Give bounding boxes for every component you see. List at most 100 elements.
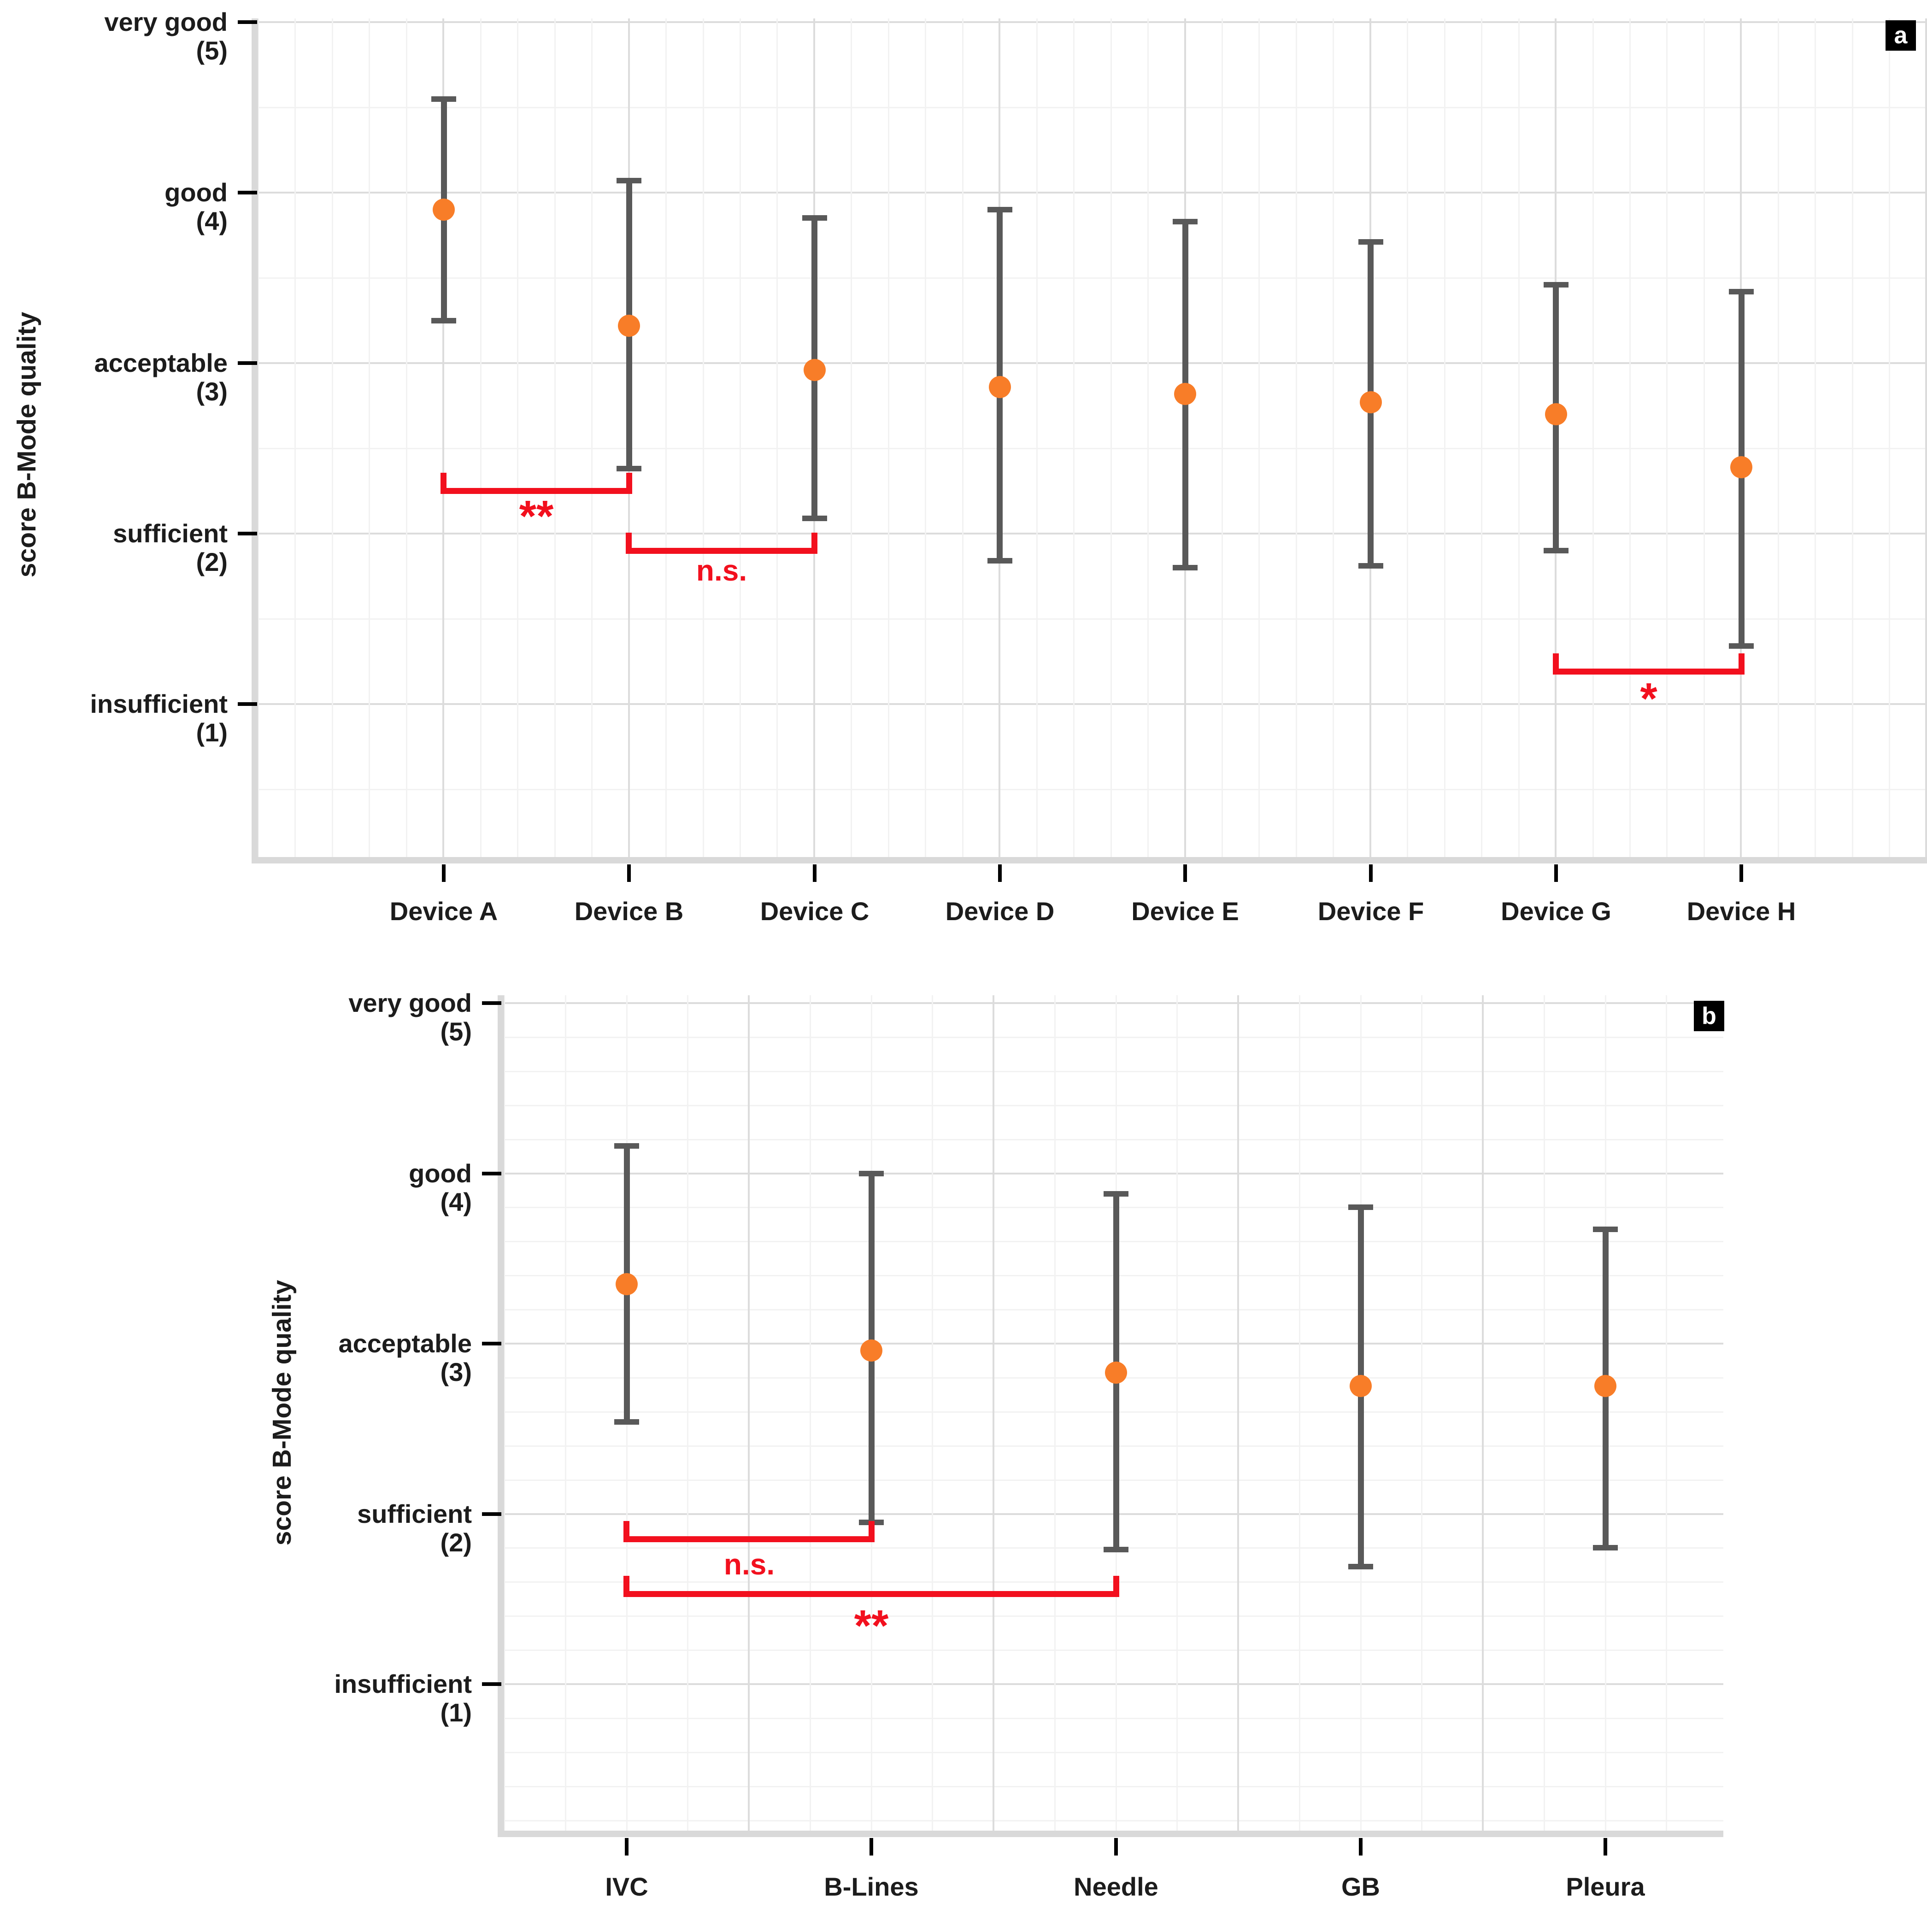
- gridline-h: [504, 1752, 1723, 1753]
- x-tick-label: B-Lines: [824, 1872, 919, 1901]
- y-tick-label-text: very good: [348, 988, 472, 1017]
- gridline-v: [925, 18, 926, 857]
- y-tick-label: sufficient (2): [29, 519, 228, 576]
- gridline-h: [258, 448, 1927, 449]
- gridline-v: [517, 18, 518, 857]
- y-tick-label-value: (5): [196, 36, 228, 65]
- x-tick: [1369, 864, 1373, 882]
- gridline-h: [258, 362, 1927, 364]
- gridline-h: [504, 1820, 1723, 1821]
- gridline-v: [748, 995, 750, 1831]
- error-bar-cap-top: [1348, 1204, 1373, 1210]
- y-tick-label-text: sufficient: [357, 1499, 472, 1528]
- gridline-v: [565, 995, 566, 1831]
- mean-dot: [860, 1339, 882, 1362]
- y-tick-label-text: good: [164, 178, 228, 207]
- mean-dot: [1545, 403, 1567, 425]
- x-tick: [625, 1838, 629, 1856]
- error-bar-cap-bottom: [617, 466, 641, 471]
- x-tick-label: Device E: [1131, 897, 1239, 926]
- gridline-v: [591, 18, 593, 857]
- y-tick-label-text: sufficient: [113, 519, 228, 548]
- gridline-v: [1666, 995, 1667, 1831]
- gridline-v: [1073, 18, 1075, 857]
- y-tick: [482, 1512, 501, 1516]
- error-bar-cap-bottom: [1593, 1545, 1618, 1550]
- gridline-v: [1925, 18, 1927, 857]
- y-tick: [238, 20, 257, 24]
- y-tick-label: good (4): [29, 178, 228, 235]
- significance-label: n.s.: [723, 1548, 775, 1581]
- gridline-v: [1333, 18, 1334, 857]
- gridline-v: [1296, 18, 1297, 857]
- gridline-h: [504, 1037, 1723, 1038]
- gridline-h: [258, 789, 1927, 790]
- x-tick: [1183, 864, 1187, 882]
- error-bar-cap-bottom: [1104, 1547, 1128, 1552]
- significance-bracket: [626, 533, 817, 554]
- mean-dot: [989, 376, 1011, 398]
- gridline-h: [504, 1105, 1723, 1106]
- x-tick-label: Needle: [1074, 1872, 1158, 1901]
- mean-dot: [1350, 1375, 1372, 1397]
- gridline-v: [776, 18, 778, 857]
- y-tick: [482, 1682, 501, 1686]
- gridline-v: [504, 995, 505, 1831]
- x-tick: [998, 864, 1002, 882]
- error-bar-cap-top: [1544, 282, 1569, 288]
- error-bar-cap-top: [1593, 1227, 1618, 1232]
- y-tick: [482, 1172, 501, 1175]
- gridline-h: [504, 1650, 1723, 1651]
- error-bar-cap-bottom: [802, 516, 827, 521]
- error-bar-cap-top: [802, 215, 827, 221]
- gridline-v: [1421, 995, 1422, 1831]
- error-bar-cap-top: [1104, 1191, 1128, 1197]
- mean-dot: [1105, 1362, 1127, 1384]
- x-tick-label: GB: [1341, 1872, 1380, 1901]
- gridline-h: [258, 618, 1927, 620]
- gridline-v: [1852, 18, 1853, 857]
- gridline-v: [1444, 18, 1445, 857]
- x-tick: [627, 864, 631, 882]
- gridline-v: [851, 18, 852, 857]
- y-tick-label: very good (5): [29, 8, 228, 65]
- gridline-h: [504, 1615, 1723, 1617]
- significance-label: **: [854, 1601, 889, 1650]
- gridline-h: [258, 533, 1927, 534]
- mean-dot: [1174, 383, 1196, 405]
- y-tick-label: insufficient (1): [274, 1670, 472, 1727]
- y-tick-label: acceptable (3): [29, 349, 228, 406]
- y-tick: [238, 361, 257, 365]
- mean-dot: [804, 359, 826, 381]
- gridline-v: [1704, 18, 1705, 857]
- gridline-v: [665, 18, 667, 857]
- gridline-v: [1036, 18, 1038, 857]
- gridline-h: [258, 21, 1927, 23]
- gridline-v: [1054, 995, 1056, 1831]
- gridline-v: [1299, 995, 1300, 1831]
- y-tick-label-text: very good: [104, 7, 228, 36]
- x-tick: [813, 864, 817, 882]
- error-bar-cap-bottom: [1544, 548, 1569, 553]
- gridline-h: [504, 1173, 1723, 1174]
- gridline-v: [1237, 995, 1239, 1831]
- x-tick-label: IVC: [605, 1872, 648, 1901]
- y-tick-label-value: (2): [196, 547, 228, 576]
- mean-dot: [1360, 391, 1382, 413]
- gridline-h: [504, 1071, 1723, 1072]
- gridline-v: [1222, 18, 1223, 857]
- axis-band-bottom: [252, 857, 1927, 863]
- gridline-h: [504, 1002, 1723, 1004]
- gridline-v: [962, 18, 963, 857]
- error-bar-cap-bottom: [614, 1419, 639, 1425]
- mean-dot: [433, 199, 455, 221]
- gridline-v: [294, 18, 296, 857]
- gridline-v: [932, 995, 933, 1831]
- significance-bracket: [623, 1576, 1119, 1597]
- axis-band-left: [498, 995, 504, 1837]
- error-bar-cap-top: [431, 96, 456, 102]
- x-tick: [870, 1838, 873, 1856]
- y-tick-label-text: insufficient: [334, 1669, 472, 1698]
- error-bar-cap-top: [1729, 289, 1754, 294]
- gridline-v: [406, 18, 407, 857]
